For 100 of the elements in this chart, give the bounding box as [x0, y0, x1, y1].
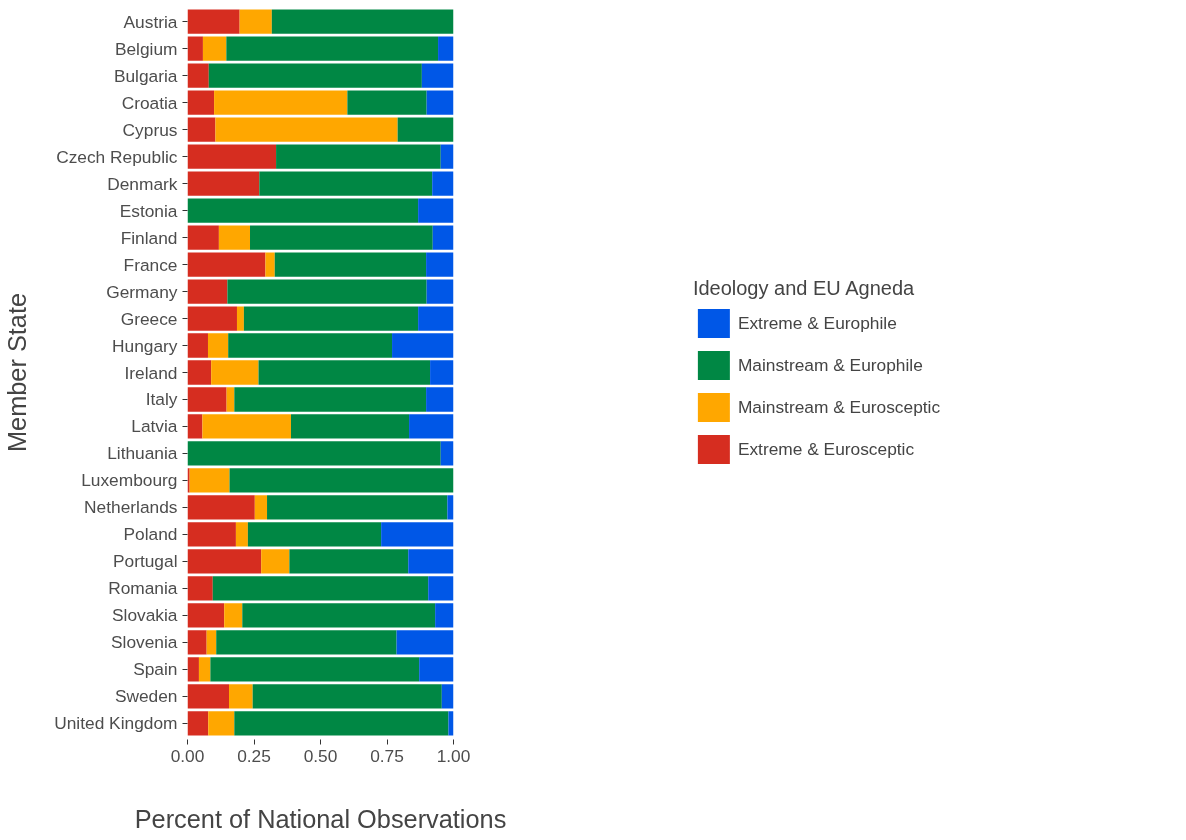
y-tick-label: Latvia — [131, 416, 178, 437]
bar — [418, 306, 454, 331]
legend-title: Ideology and EU Agneda — [692, 277, 916, 300]
legend-label: Extreme & Eurosceptic — [737, 438, 915, 460]
bar — [212, 576, 429, 601]
bar — [426, 387, 454, 412]
bar — [418, 198, 454, 223]
bar — [229, 684, 253, 709]
bar — [227, 279, 427, 304]
bar — [396, 630, 454, 655]
bar — [228, 333, 393, 358]
bar — [207, 333, 229, 358]
y-tick-label: Italy — [145, 389, 178, 410]
bar — [187, 279, 228, 304]
bar — [419, 657, 454, 682]
bar — [254, 495, 268, 520]
bar — [208, 63, 422, 88]
bar — [259, 171, 433, 196]
bar — [265, 252, 275, 277]
bar — [239, 9, 272, 34]
bar — [250, 225, 433, 250]
bar — [216, 630, 397, 655]
bar — [426, 90, 454, 115]
y-tick-label: Estonia — [119, 200, 178, 221]
y-tick-label: United Kingdom — [54, 713, 178, 734]
y-axis-title: Member State — [3, 292, 32, 453]
bar — [421, 63, 454, 88]
y-tick-label: Sweden — [114, 686, 178, 707]
bar — [187, 306, 237, 331]
bar — [187, 711, 209, 736]
bar — [187, 9, 240, 34]
y-tick-label: France — [123, 254, 178, 275]
bar — [198, 657, 211, 682]
bar — [235, 522, 248, 547]
legend-label: Extreme & Europhile — [737, 312, 897, 334]
y-tick-label: Bulgaria — [113, 65, 178, 86]
bar — [274, 252, 427, 277]
y-tick-label: Spain — [133, 659, 178, 680]
x-tick-label: 0.75 — [370, 745, 404, 766]
y-tick-label: Lithuania — [107, 443, 178, 464]
y-tick-label: Ireland — [124, 362, 178, 383]
bar — [187, 684, 229, 709]
bar — [441, 684, 454, 709]
bar — [242, 603, 436, 628]
bar — [206, 630, 217, 655]
x-axis-title: Percent of National Observations — [134, 804, 507, 833]
bar — [187, 333, 208, 358]
bar — [187, 495, 255, 520]
y-tick-label: Hungary — [112, 335, 178, 356]
bar — [187, 549, 262, 574]
bar — [187, 360, 212, 385]
bar — [276, 144, 441, 169]
bar — [224, 603, 243, 628]
bar — [187, 117, 216, 142]
bar — [218, 225, 251, 250]
bar — [226, 36, 439, 61]
bar — [447, 495, 454, 520]
y-tick-label: Romania — [108, 578, 178, 599]
bar — [440, 441, 454, 466]
bar — [187, 144, 277, 169]
bar — [211, 360, 259, 385]
bar — [258, 360, 431, 385]
x-tick-label: 0.25 — [237, 745, 271, 766]
y-tick-label: Finland — [120, 227, 178, 248]
bar — [252, 684, 442, 709]
bar — [187, 630, 207, 655]
bar — [210, 657, 420, 682]
bar — [448, 711, 454, 736]
bar — [289, 549, 409, 574]
bar — [187, 198, 419, 223]
y-tick-label: Portugal — [112, 551, 178, 572]
bar — [208, 711, 235, 736]
y-tick-label: Cyprus — [122, 119, 178, 140]
bar — [187, 171, 260, 196]
bar — [187, 522, 236, 547]
bar — [187, 225, 219, 250]
bar — [187, 414, 203, 439]
bar — [271, 9, 454, 34]
bar — [430, 360, 454, 385]
bar — [234, 711, 449, 736]
y-tick-label: Poland — [123, 524, 178, 545]
y-tick-label: Austria — [123, 11, 178, 32]
bar — [440, 144, 454, 169]
y-tick-label: Germany — [106, 281, 178, 302]
bar — [426, 279, 454, 304]
bar — [261, 549, 290, 574]
bar — [229, 468, 454, 493]
bar — [187, 36, 203, 61]
bar — [187, 387, 227, 412]
y-tick-label: Croatia — [121, 92, 178, 113]
bar — [187, 603, 225, 628]
y-tick-label: Netherlands — [84, 497, 178, 518]
bar — [409, 414, 454, 439]
x-tick-label: 1.00 — [436, 745, 471, 766]
bar — [234, 387, 427, 412]
y-tick-label: Luxembourg — [81, 470, 178, 491]
bar — [187, 576, 213, 601]
y-tick-label: Slovenia — [111, 632, 178, 653]
bar — [187, 63, 209, 88]
bar — [243, 306, 419, 331]
